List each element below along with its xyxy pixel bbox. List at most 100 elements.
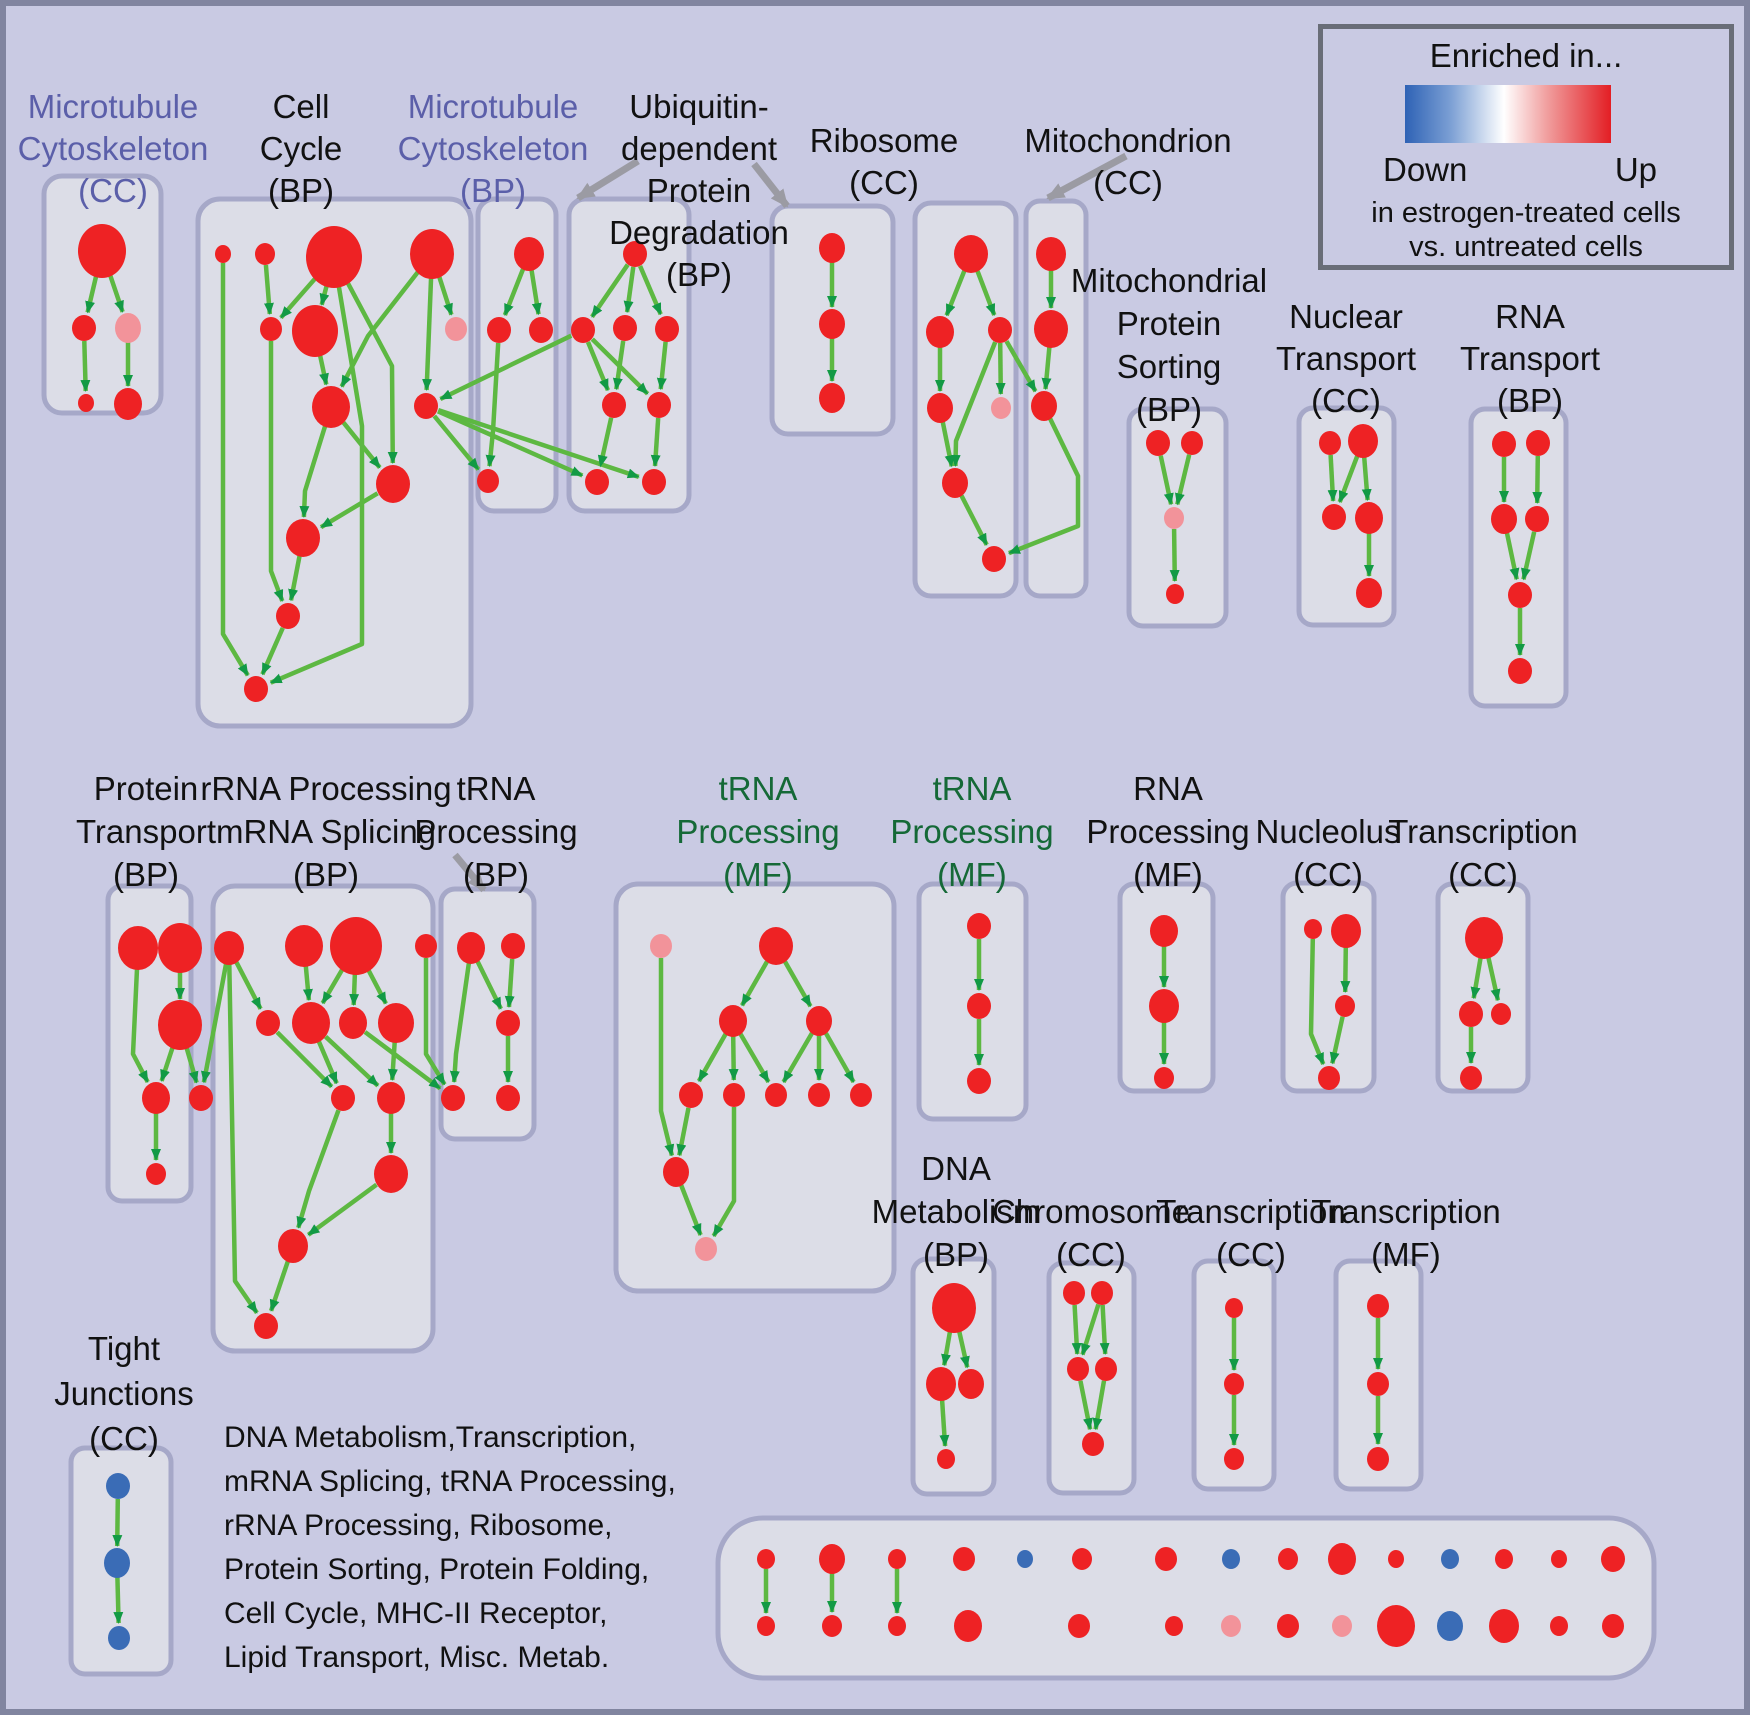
mitochondrion-pointer [1046, 152, 1128, 202]
edge-rr3-rr8 [366, 968, 388, 1005]
edge-rr7-t4 [363, 1030, 442, 1091]
go-term-node-cc9 [414, 393, 438, 419]
group-box-rna-processing-mf [1117, 881, 1216, 1094]
go-term-node-k3 [1491, 1003, 1511, 1025]
edge-r3-r6 [950, 341, 998, 467]
go-term-node-rr12 [278, 1229, 308, 1263]
go-term-node-rr8 [378, 1003, 414, 1043]
edge-ch4-ch5 [1092, 1380, 1107, 1431]
go-term-node-t2 [501, 933, 525, 959]
go-term-node-z1 [106, 1473, 130, 1499]
group-label-cell-cycle-bp: Cell [273, 88, 330, 125]
go-term-node-ma5 [1017, 1550, 1033, 1568]
group-label-nucleolus-cc: Nucleolus [1256, 813, 1401, 850]
edge-rr1-pt5 [201, 963, 229, 1084]
legend-subtitle-1: in estrogen-treated cells [1371, 197, 1681, 229]
edge-a1-a3 [107, 273, 125, 313]
caption-line: Protein Sorting, Protein Folding, [224, 1553, 650, 1586]
go-term-node-w3 [1031, 391, 1057, 421]
ubiquitin-pointer-right [751, 161, 790, 209]
go-term-node-rr5 [256, 1010, 280, 1036]
go-term-node-u6 [647, 392, 671, 418]
go-term-node-cc5 [260, 317, 282, 341]
group-label-ribosome-cc: Ribosome [810, 122, 959, 159]
go-term-node-ma6 [1072, 1548, 1092, 1570]
go-term-node-p1 [1146, 430, 1170, 456]
go-term-node-j3 [1335, 995, 1355, 1017]
go-term-node-pt1 [118, 926, 158, 970]
group-label-rna-transport-bp: RNA [1495, 298, 1565, 335]
group-label-protein-transport-bp: (BP) [113, 856, 179, 893]
go-term-node-g1 [650, 934, 672, 958]
nodes [72, 224, 1625, 1650]
go-term-node-p2 [1181, 431, 1203, 455]
go-term-node-z3 [108, 1626, 130, 1650]
edges [80, 262, 1543, 1624]
edge-p1-p3 [1158, 455, 1174, 506]
go-term-node-pt6 [146, 1163, 166, 1185]
caption-line: DNA Metabolism,Transcription, [224, 1421, 637, 1454]
go-term-node-ch3 [1067, 1357, 1089, 1381]
edge-r1-r2 [944, 269, 967, 317]
edge-rr8-rr10 [387, 1041, 398, 1081]
go-term-node-d2 [926, 1367, 956, 1401]
edge-u2-cc9 [439, 333, 573, 402]
edge-rr4-t4 [423, 958, 447, 1086]
edge-q2-q4 [1361, 456, 1372, 502]
go-term-node-ch1 [1063, 1281, 1085, 1305]
group-label-tight-junctions-cc: (CC) [89, 1420, 159, 1457]
go-term-node-r4 [927, 393, 953, 423]
go-term-node-j1 [1304, 919, 1322, 939]
go-term-node-cc13 [244, 676, 268, 702]
group-label-transcription-cc-bottom: Transcription [1156, 1193, 1346, 1230]
group-label-transcription-mf-bottom: Transcription [1311, 1193, 1501, 1230]
go-term-node-g7 [765, 1083, 787, 1107]
go-term-node-rr4 [415, 934, 437, 958]
edge-rr6-rr10 [324, 1035, 380, 1088]
go-term-node-mb5 [1068, 1614, 1090, 1638]
go-term-node-mb7 [1221, 1615, 1241, 1637]
go-term-node-g4 [806, 1006, 832, 1036]
group-box-transcription-cc-mid [1435, 881, 1531, 1094]
edge-a2-a4 [80, 340, 91, 392]
go-term-node-d3 [958, 1369, 984, 1399]
edge-cc2-cc5 [263, 264, 274, 315]
go-term-node-rr11 [374, 1155, 408, 1193]
edge-d1-d3 [956, 1329, 970, 1369]
go-term-node-s6 [1508, 658, 1532, 684]
go-term-node-a1 [78, 224, 126, 278]
go-term-node-ma15 [1601, 1546, 1625, 1572]
go-term-node-pt5 [189, 1085, 213, 1111]
edge-z2-z3 [113, 1576, 124, 1624]
go-term-node-s2 [1526, 430, 1550, 456]
group-label-mitochondrion-cc: Mitochondrion [1024, 122, 1231, 159]
group-label-microtubule-cc: (CC) [78, 172, 148, 209]
group-box-trna-processing-mf-large [613, 881, 897, 1294]
edge-s4-s5 [1521, 531, 1537, 581]
go-term-node-cc11 [286, 519, 320, 557]
go-term-node-cc10 [376, 465, 410, 503]
group-label-trna-processing-bp: Processing [414, 813, 577, 850]
color-legend: Enriched in... Down Up in estrogen-treat… [1318, 24, 1734, 270]
go-term-node-g8 [808, 1083, 830, 1107]
group-box-misc-cluster [715, 1515, 1657, 1681]
go-term-node-g2 [759, 927, 793, 965]
edge-a1-a2 [85, 274, 99, 314]
group-label-tight-junctions-cc: Tight [88, 1330, 160, 1367]
go-term-node-j4 [1318, 1066, 1340, 1090]
edge-t1-t3 [475, 960, 503, 1010]
edge-t2-t3 [504, 958, 515, 1008]
go-term-node-mb4 [954, 1610, 982, 1642]
go-term-node-a5 [114, 388, 142, 420]
edge-cc12-cc13 [260, 626, 285, 676]
go-term-node-cc8 [312, 386, 350, 428]
go-term-node-m1 [514, 237, 544, 271]
group-label-rrna-mrna-bp: rRNA Processing [200, 770, 451, 807]
go-term-node-g10 [663, 1157, 689, 1187]
go-term-node-t5 [496, 1085, 520, 1111]
go-term-node-rr10 [377, 1082, 405, 1114]
go-term-node-mb3 [888, 1616, 906, 1636]
group-label-mito-protein-sorting-bp: (BP) [1136, 391, 1202, 428]
edge-g3-g6 [728, 1035, 739, 1081]
group-label-nuclear-transport-cc: (CC) [1311, 382, 1381, 419]
